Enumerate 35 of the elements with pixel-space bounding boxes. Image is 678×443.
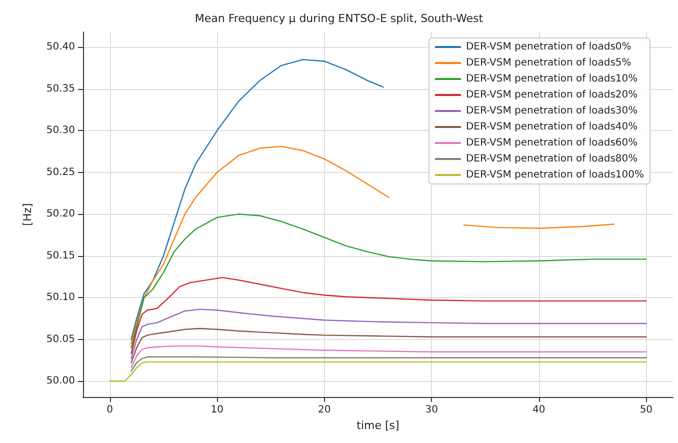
y-tick-label: 50.05 <box>46 334 75 345</box>
y-tick-label: 50.35 <box>46 83 75 94</box>
line-series <box>130 308 647 360</box>
y-tick-label: 50.00 <box>46 376 75 387</box>
legend-label: DER-VSM penetration of loads5% <box>466 58 632 68</box>
x-tick-label: 0 <box>106 404 114 416</box>
y-axis-title: [Hz] <box>21 203 34 226</box>
x-tick-label: 50 <box>640 404 653 416</box>
line-series <box>130 345 647 368</box>
x-tick-label: 40 <box>532 404 546 416</box>
y-tick-label: 50.20 <box>46 208 75 220</box>
line-series <box>130 213 647 348</box>
legend-label: DER-VSM penetration of loads60% <box>466 138 638 148</box>
x-tick-label: 20 <box>318 404 331 416</box>
legend-label: DER-VSM penetration of loads100% <box>466 170 644 180</box>
y-tick-label: 50.40 <box>46 42 75 53</box>
line-series <box>109 361 647 382</box>
y-tick-label: 50.10 <box>46 292 75 304</box>
x-axis-title: time [s] <box>356 418 400 432</box>
y-tick-label: 50.25 <box>46 166 75 178</box>
y-tick-label: 50.15 <box>46 250 75 262</box>
line-series <box>130 356 647 372</box>
x-tick-label: 30 <box>425 404 438 416</box>
legend-label: DER-VSM penetration of loads20% <box>466 90 638 100</box>
y-tick-label: 50.30 <box>46 125 75 136</box>
line-series <box>130 58 384 340</box>
legend-label: DER-VSM penetration of loads80% <box>466 154 638 164</box>
legend-label: DER-VSM penetration of loads0% <box>466 42 632 52</box>
chart-title: Mean Frequency μ during ENTSO-E split, South-West <box>194 12 484 25</box>
legend-label: DER-VSM penetration of loads30% <box>466 106 638 116</box>
line-series <box>130 328 647 364</box>
line-series <box>130 276 647 354</box>
x-tick-label: 10 <box>210 404 224 416</box>
legend-label: DER-VSM penetration of loads10% <box>466 74 638 84</box>
legend-label: DER-VSM penetration of loads40% <box>466 122 638 132</box>
